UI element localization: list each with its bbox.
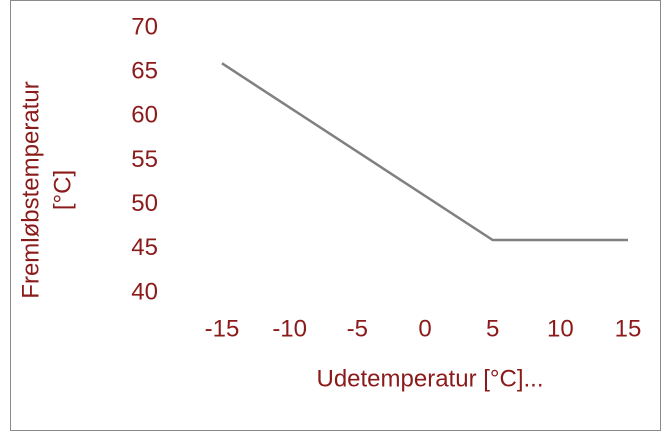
- y-tick-label: 45: [131, 234, 158, 261]
- y-axis-title: Fremløbstemperatur: [17, 81, 44, 298]
- x-tick-label: 0: [418, 315, 431, 342]
- x-tick-label: -5: [347, 315, 368, 342]
- line: [221, 62, 628, 242]
- x-tick-label: -10: [272, 315, 307, 342]
- y-tick-label: 40: [131, 278, 158, 305]
- y-tick-label: 55: [131, 146, 158, 173]
- x-tick-label: -15: [205, 315, 240, 342]
- y-tick-label: 65: [131, 58, 158, 85]
- x-tick-label: 5: [486, 315, 499, 342]
- x-axis-title: Udetemperatur [°C]...: [316, 365, 543, 392]
- x-tick-label: 15: [615, 315, 642, 342]
- chart-frame: [10, 0, 661, 431]
- y-axis-title: [°C]: [49, 170, 76, 210]
- y-tick-label: 50: [131, 190, 158, 217]
- y-tick-label: 70: [131, 13, 158, 40]
- x-tick-label: 10: [547, 315, 574, 342]
- y-tick-label: 60: [131, 102, 158, 129]
